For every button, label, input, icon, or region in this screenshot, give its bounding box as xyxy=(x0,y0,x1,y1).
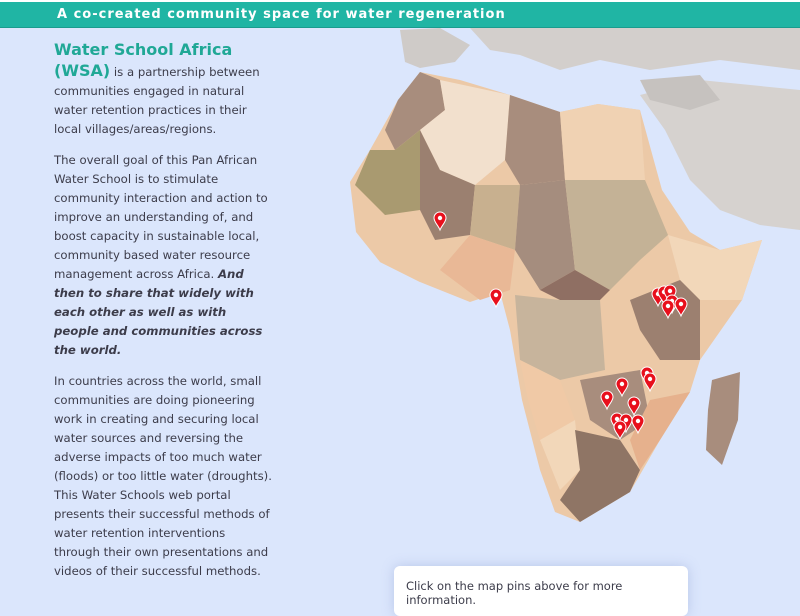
country-region xyxy=(385,72,445,150)
site-banner: A co-created community space for water r… xyxy=(0,0,800,28)
map-pin[interactable] xyxy=(600,390,614,411)
map-pin-dot xyxy=(614,416,620,422)
country-region xyxy=(470,185,520,250)
country-region xyxy=(540,270,610,300)
country-region xyxy=(630,392,690,470)
madagascar xyxy=(706,372,740,465)
intro-paragraph-2-emphasis: And then to share that widely with each … xyxy=(54,267,263,357)
map-pins xyxy=(433,211,688,441)
intro-paragraph-3: In countries across the world, small com… xyxy=(54,374,272,578)
country-region xyxy=(668,235,762,300)
country-region xyxy=(505,95,565,185)
map-pin-dot xyxy=(623,417,629,423)
map-info-box: Click on the map pins above for more inf… xyxy=(394,566,688,616)
map-pin-dot xyxy=(617,424,623,430)
country-region xyxy=(520,360,575,440)
map-pin-dot xyxy=(631,400,637,406)
map-pin-dot xyxy=(647,376,653,382)
middle-east-region xyxy=(640,80,800,230)
map-pin-dot xyxy=(604,394,610,400)
country-region xyxy=(540,420,580,490)
map-pin[interactable] xyxy=(613,420,627,441)
country-region xyxy=(560,104,645,180)
map-pin[interactable] xyxy=(674,297,688,318)
country-region xyxy=(440,235,515,300)
country-region xyxy=(355,130,420,215)
map-pin-dot xyxy=(619,381,625,387)
intro-title: Water School Africa (WSA) xyxy=(54,40,233,80)
country-region xyxy=(560,430,640,522)
africa-map[interactable] xyxy=(0,28,800,600)
country-region xyxy=(420,80,510,185)
map-info-text: Click on the map pins above for more inf… xyxy=(406,579,623,607)
map-pin[interactable] xyxy=(631,414,645,435)
country-region xyxy=(515,180,575,290)
europe-region xyxy=(470,28,800,70)
map-pin-dot xyxy=(635,418,641,424)
country-region xyxy=(380,215,435,282)
map-pin-dot xyxy=(665,303,671,309)
map-pin[interactable] xyxy=(643,372,657,393)
map-pin[interactable] xyxy=(661,299,675,320)
middle-east-region xyxy=(640,75,720,110)
map-pin-dot xyxy=(678,301,684,307)
intro-paragraph-1: is a partnership between communities eng… xyxy=(54,65,260,136)
map-pin[interactable] xyxy=(489,288,503,309)
intro-text: Water School Africa (WSA) is a partnersh… xyxy=(54,40,274,593)
country-region xyxy=(515,295,605,380)
country-region xyxy=(420,130,475,240)
map-pin[interactable] xyxy=(627,396,641,417)
map-pin[interactable] xyxy=(433,211,447,232)
map-pin-dot xyxy=(493,292,499,298)
europe-region xyxy=(400,28,470,68)
map-pin[interactable] xyxy=(615,377,629,398)
intro-paragraph-2: The overall goal of this Pan African Wat… xyxy=(54,153,268,281)
country-region xyxy=(565,180,668,290)
map-pin-dot xyxy=(437,215,443,221)
map-pin-dot xyxy=(667,288,673,294)
